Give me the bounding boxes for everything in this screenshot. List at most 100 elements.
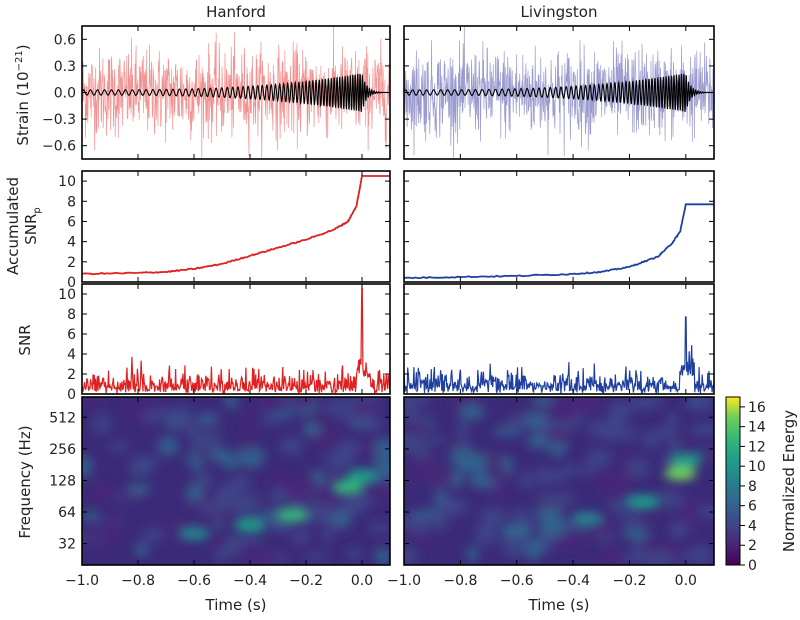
spectrogram-noise-blob (434, 490, 447, 504)
colorbar-gradient (725, 396, 741, 566)
spectrogram-noise-blob (600, 485, 621, 497)
spectrogram-noise-blob (302, 422, 322, 437)
xtick-label: −0.8 (443, 573, 477, 589)
spectrogram-noise-blob (126, 483, 151, 495)
strain-template-line-hanford (81, 73, 390, 112)
spectrogram-noise-blob (548, 492, 576, 506)
spectrogram-noise-blob (365, 419, 385, 432)
spectrogram-chirp-point (346, 469, 378, 484)
spectrogram-noise-blob (605, 412, 628, 426)
spectrogram-noise-blob (558, 464, 579, 476)
colorbar-tick-label: 12 (748, 439, 766, 455)
spectrogram-noise-blob (450, 445, 476, 469)
snr-ylabel: SNR (16, 324, 34, 355)
spectrogram-noise-blob (144, 410, 160, 425)
snr-line-livingston (403, 316, 715, 396)
spectrogram-noise-blob (526, 435, 550, 449)
spectrogram-noise-blob (626, 458, 650, 478)
spectrogram-noise-blob (88, 515, 105, 525)
strain-template-line-livingston (403, 73, 714, 112)
spectrogram-noise-blob (355, 397, 377, 418)
spectrogram-noise-blob (543, 428, 574, 445)
snr-line-hanford (81, 288, 391, 395)
spectrogram-noise-blob (302, 552, 331, 561)
axis-ticks-strain-1 (403, 26, 714, 159)
spectrogram-noise-blob (99, 515, 121, 529)
spectrogram-noise-blob (336, 494, 366, 516)
spectrogram-chirp-point (178, 526, 210, 541)
spectrogram-noise-blob (142, 527, 164, 543)
ytick-label: 6 (67, 214, 76, 230)
spectrogram-noise-blob (685, 545, 714, 565)
spectrogram-noise-blob (164, 407, 182, 426)
spectrogram-noise-blob (185, 483, 204, 503)
spectrogram-noise-blob (224, 495, 243, 511)
spectrogram-noise-blob (607, 499, 628, 514)
ytick-label: 0.3 (54, 59, 76, 75)
spectrogram-noise-blob (122, 398, 138, 422)
ytick-label: 512 (49, 410, 76, 426)
spectrogram-noise-blob (231, 474, 251, 494)
ytick-label: 32 (58, 537, 76, 553)
spectrogram-noise-blob (85, 489, 110, 498)
spectrogram-noise-blob (506, 414, 526, 434)
spectrogram-chirp-point (276, 507, 308, 522)
spectrogram-noise-blob (567, 410, 584, 428)
spectrogram-noise-blob (644, 549, 671, 565)
spectrogram-hanford (82, 397, 390, 565)
ytick-label: 2 (67, 367, 76, 383)
xtick-label: −0.6 (500, 573, 534, 589)
time-xlabel-livingston: Time (s) (528, 596, 590, 614)
spectrogram-noise-blob (523, 537, 544, 561)
spectrogram-noise-blob (415, 435, 447, 444)
spectrogram-noise-blob (415, 534, 437, 545)
colorbar-tick-label: 0 (748, 558, 757, 574)
spectrogram-noise-blob (622, 526, 650, 541)
ytick-label: 64 (58, 505, 76, 521)
spectrogram-noise-blob (501, 537, 526, 559)
spectrogram-noise-blob (329, 398, 351, 418)
xtick-label: −0.2 (289, 573, 323, 589)
spectrogram-noise-blob (223, 397, 239, 409)
spectrogram-noise-blob (640, 430, 660, 449)
ytick-label: 0.6 (54, 32, 76, 48)
spectrogram-noise-blob (653, 490, 685, 509)
xtick-label: −0.4 (233, 573, 267, 589)
ytick-label: 0 (67, 275, 76, 291)
spectrogram-noise-blob (249, 534, 265, 543)
spectrogram-noise-blob (276, 411, 293, 420)
spectrogram-noise-blob (405, 517, 432, 534)
ytick-label: 0.0 (54, 86, 76, 102)
spectrogram-noise-blob (456, 420, 469, 443)
spectrogram-noise-blob (262, 409, 281, 426)
spectrogram-noise-blob (82, 397, 96, 408)
spectrogram-noise-blob (242, 420, 261, 435)
ytick-label: 8 (67, 194, 76, 210)
spectrogram-noise-blob (679, 436, 696, 453)
ytick-label: 8 (67, 307, 76, 323)
spectrogram-noise-blob (657, 424, 679, 440)
spectrogram-noise-blob (319, 403, 334, 412)
ytick-label: 10 (58, 174, 76, 190)
spectrogram-noise-blob (157, 436, 180, 457)
spectrogram-noise-blob (404, 401, 419, 425)
strain-ylabel: Strain (10−21) (14, 44, 32, 145)
snr-panel-livingston (403, 283, 715, 395)
spectrogram-noise-blob (404, 471, 416, 487)
spectrogram-noise-blob (293, 397, 312, 412)
xtick-label: 0.0 (351, 573, 373, 589)
spectrogram-noise-blob (638, 509, 655, 524)
spectrogram-noise-blob (518, 471, 536, 489)
accumulated-panel-livingston (403, 170, 715, 283)
xtick-label: −0.2 (612, 573, 646, 589)
ytick-label: 256 (49, 442, 76, 458)
spectrogram-noise (404, 397, 714, 565)
spectrogram-noise-blob (669, 544, 686, 561)
strain-data-line-livingston (403, 26, 715, 159)
ytick-label: −0.6 (42, 139, 76, 155)
spectrogram-chirp-point (664, 466, 697, 481)
axis-ticks-accumulated-1 (403, 171, 714, 283)
spectrogram-noise-blob (162, 518, 192, 530)
xtick-label: −1.0 (65, 573, 99, 589)
